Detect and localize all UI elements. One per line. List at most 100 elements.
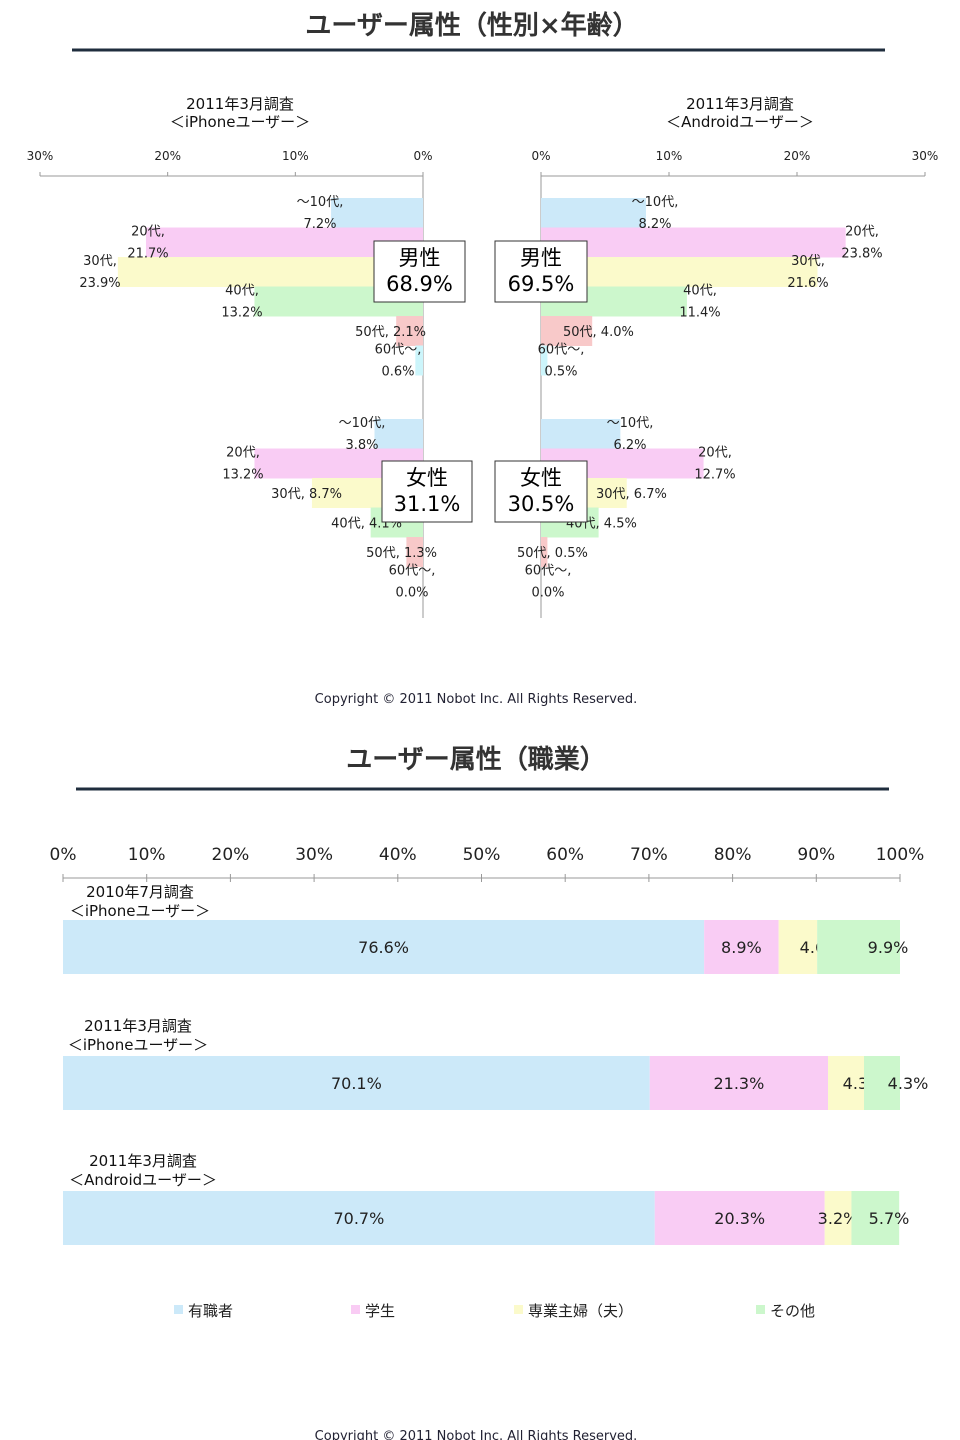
data-label-iphone: 60代～, 0.6% <box>375 343 422 380</box>
data-label-android: 50代, 4.0% <box>563 325 634 340</box>
bar-segment-homemaker <box>824 1191 852 1245</box>
data-label-android: 60代～, 0.0% <box>525 564 572 601</box>
axis-tick-label: 0% <box>531 149 550 163</box>
bar-segment-other <box>864 1056 900 1110</box>
legend-label: 有職者 <box>188 1302 233 1320</box>
gender-age-pyramid-chart: 2011年3月調査＜iPhoneユーザー＞ 2011年3月調査＜Androidユー… <box>27 95 939 618</box>
bar-iphone-female <box>406 537 423 567</box>
data-label-iphone: 20代, 21.7% <box>127 225 168 262</box>
data-label-android: 40代, 11.4% <box>679 284 720 321</box>
data-label-android: 50代, 0.5% <box>517 546 588 561</box>
legend-swatch <box>174 1305 183 1314</box>
category-label: 2011年3月調査＜Androidユーザー＞ <box>69 1152 217 1189</box>
axis-tick-label: 20% <box>784 149 811 163</box>
axis-tick-label: 0% <box>413 149 432 163</box>
data-label-iphone: ～10代, 7.2% <box>297 195 344 232</box>
bar-android-male <box>541 345 548 376</box>
data-label: 8.9% <box>721 938 762 957</box>
data-label-iphone: 50代, 1.3% <box>366 546 437 561</box>
data-label-iphone: 50代, 2.1% <box>355 325 426 340</box>
axis-tick-label: 70% <box>630 845 668 865</box>
bar-android-male <box>541 316 593 346</box>
data-label-iphone: ～10代, 3.8% <box>339 416 386 453</box>
total-box-iphone <box>373 240 466 303</box>
page-title-gender-age: ユーザー属性（性別×年齢） <box>305 10 638 41</box>
bar-iphone-male <box>331 198 423 228</box>
bar-iphone-female <box>374 419 423 449</box>
data-label: 76.6% <box>358 938 409 957</box>
axis-tick-label: 100% <box>876 845 925 865</box>
bar-android-female <box>541 537 548 567</box>
android-panel-title: 2011年3月調査＜Androidユーザー＞ <box>666 95 814 131</box>
bar-android-male <box>541 227 846 258</box>
data-label-iphone: 40代, 13.2% <box>221 284 262 321</box>
data-label: 3.2% <box>818 1209 859 1228</box>
data-label-android: 60代～, 0.5% <box>538 343 585 380</box>
axis-tick-label: 30% <box>912 149 939 163</box>
data-label-android: 30代, 21.6% <box>787 254 828 291</box>
axis-tick-label: 30% <box>27 149 54 163</box>
data-label-iphone: 30代, 23.9% <box>79 254 120 291</box>
page-title-occupation: ユーザー属性（職業） <box>346 745 605 775</box>
data-label: 5.7% <box>869 1209 910 1228</box>
bar-iphone-male <box>415 345 423 376</box>
data-label-android: 20代, 12.7% <box>694 446 735 483</box>
data-label-iphone: 30代, 8.7% <box>271 487 342 502</box>
axis-tick-label: 0% <box>50 845 77 865</box>
data-label: 70.1% <box>331 1074 382 1093</box>
legend-label: 学生 <box>365 1302 395 1320</box>
category-label: 2010年7月調査＜iPhoneユーザー＞ <box>70 883 210 920</box>
bar-segment-homemaker <box>828 1056 865 1110</box>
bar-segment-homemaker <box>778 920 818 974</box>
bar-segment-student <box>704 920 779 974</box>
axis-tick-label: 10% <box>282 149 309 163</box>
data-label-iphone: 20代, 13.2% <box>222 446 263 483</box>
copyright-text: Copyright © 2011 Nobot Inc. All Rights R… <box>315 1429 638 1440</box>
total-box-iphone <box>381 460 473 523</box>
axis-tick-label: 20% <box>212 845 250 865</box>
axis-tick-label: 10% <box>656 149 683 163</box>
bar-segment-other <box>851 1191 900 1245</box>
bar-android-female <box>541 419 621 449</box>
data-label-android: ～10代, 8.2% <box>632 195 679 232</box>
axis-tick-label: 10% <box>128 845 166 865</box>
bar-segment-employed <box>63 1191 655 1245</box>
legend-label: 専業主婦（夫） <box>528 1302 633 1320</box>
data-label: 21.3% <box>713 1074 764 1093</box>
axis-tick-label: 20% <box>154 149 181 163</box>
legend-swatch <box>514 1305 523 1314</box>
data-label: 70.7% <box>333 1209 384 1228</box>
bar-segment-other <box>817 920 900 974</box>
bar-iphone-male <box>396 316 423 346</box>
legend-label: その他 <box>770 1302 815 1320</box>
total-box-android <box>494 460 588 523</box>
axis-tick-label: 40% <box>379 845 417 865</box>
axis-tick-label: 30% <box>295 845 333 865</box>
data-label: 9.9% <box>868 938 909 957</box>
total-label-iphone: 男性 68.9% <box>386 246 453 296</box>
total-box-android <box>494 240 588 303</box>
copyright-text: Copyright © 2011 Nobot Inc. All Rights R… <box>315 692 638 707</box>
total-label-iphone: 女性 31.1% <box>394 466 461 516</box>
axis-tick-label: 50% <box>463 845 501 865</box>
occupation-stacked-chart: 0% 10% 20% 30% 40% 50% 60% 70% 80% 90% 100% 2010年7月… <box>50 845 929 1320</box>
data-label-android: 30代, 6.7% <box>596 487 667 502</box>
category-label: 2011年3月調査＜iPhoneユーザー＞ <box>68 1017 208 1054</box>
data-label: 4.3% <box>888 1074 929 1093</box>
data-label-android: ～10代, 6.2% <box>607 416 654 453</box>
axis-tick-label: 60% <box>546 845 584 865</box>
total-label-android: 女性 30.5% <box>508 466 575 516</box>
bar-segment-employed <box>63 920 705 974</box>
data-label: 20.3% <box>714 1209 765 1228</box>
bar-segment-student <box>654 1191 825 1245</box>
data-label-iphone: 60代～, 0.0% <box>389 564 436 601</box>
axis-tick-label: 80% <box>714 845 752 865</box>
iphone-panel-title: 2011年3月調査＜iPhoneユーザー＞ <box>170 95 310 131</box>
total-label-android: 男性 69.5% <box>508 246 575 296</box>
data-label-android: 20代, 23.8% <box>841 225 882 262</box>
bar-android-male <box>541 198 646 228</box>
axis-tick-label: 90% <box>797 845 835 865</box>
bar-segment-student <box>649 1056 829 1110</box>
bar-segment-employed <box>63 1056 650 1110</box>
